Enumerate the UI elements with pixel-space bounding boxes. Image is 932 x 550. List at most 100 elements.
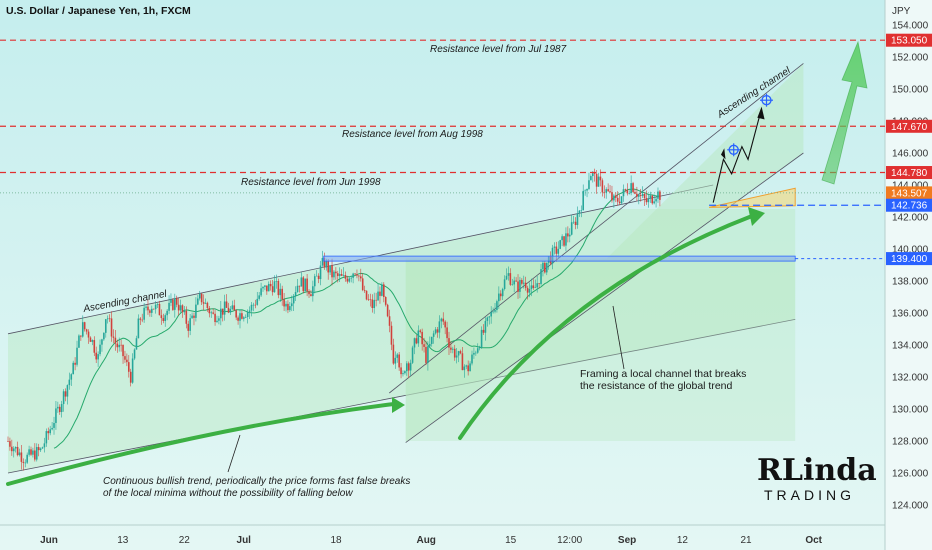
candle-body xyxy=(359,276,362,279)
currency-label: JPY xyxy=(892,6,911,17)
candle-body xyxy=(300,277,303,287)
candle-body xyxy=(141,319,144,321)
price-tick-label: 146.000 xyxy=(892,149,929,160)
candle xyxy=(336,270,339,283)
candle xyxy=(283,293,285,312)
candle-body xyxy=(616,197,619,202)
candle xyxy=(524,276,527,291)
candle xyxy=(588,172,590,191)
candle xyxy=(266,285,268,295)
price-tick-label: 140.000 xyxy=(892,245,929,256)
candle-body xyxy=(108,318,111,320)
candle-body xyxy=(156,303,159,305)
candle xyxy=(287,300,289,314)
candle xyxy=(476,343,479,354)
candle xyxy=(256,291,259,306)
price-badge-text: 147.670 xyxy=(891,122,928,133)
candle xyxy=(271,279,274,296)
candle-body xyxy=(41,447,44,449)
candle-body xyxy=(442,318,445,322)
candle xyxy=(141,313,144,323)
candle-body xyxy=(599,176,602,181)
candle-body xyxy=(101,339,103,345)
price-badge-bg xyxy=(886,186,932,200)
candle xyxy=(277,278,280,299)
candle xyxy=(419,329,422,334)
big-up-arrow xyxy=(821,40,868,185)
candle-body xyxy=(626,190,629,194)
candle xyxy=(212,308,214,315)
candle-body xyxy=(415,338,418,344)
candle-body xyxy=(221,308,224,315)
price-badge: 139.400 xyxy=(886,252,932,266)
candle-body xyxy=(375,299,377,301)
candle-body xyxy=(264,285,266,287)
candle xyxy=(519,276,521,299)
candle xyxy=(208,306,211,318)
candle-body xyxy=(557,248,560,254)
candle xyxy=(480,326,483,349)
price-badge-text: 143.507 xyxy=(891,188,928,199)
candle xyxy=(218,315,220,325)
price-tick-label: 126.000 xyxy=(892,469,929,480)
candle xyxy=(559,239,561,250)
target-crosshair-icon xyxy=(760,93,773,107)
candle-body xyxy=(151,308,153,313)
candle xyxy=(509,268,512,286)
time-tick-label: 18 xyxy=(330,535,342,546)
candle-body xyxy=(645,198,648,203)
candle xyxy=(237,315,239,325)
candle-body xyxy=(356,274,358,276)
candle xyxy=(597,172,600,187)
price-badges: 153.050 147.670 144.780 143.507 142.736 139.4… xyxy=(886,33,932,266)
candle xyxy=(398,352,400,371)
time-tick-label: 13 xyxy=(117,535,129,546)
candle xyxy=(197,294,199,306)
candle-body xyxy=(432,333,435,337)
candle-body xyxy=(275,281,278,282)
candle xyxy=(522,275,525,289)
candle-body xyxy=(396,354,399,358)
price-tick-label: 134.000 xyxy=(892,341,929,352)
candle xyxy=(486,316,489,327)
candle xyxy=(607,183,609,193)
candle-body xyxy=(187,323,190,331)
candle xyxy=(273,275,276,293)
candle xyxy=(179,299,182,313)
candle xyxy=(331,258,333,286)
candle xyxy=(568,228,571,243)
candle-body xyxy=(197,298,199,305)
candle-body xyxy=(51,427,53,430)
candle xyxy=(511,278,514,286)
candle xyxy=(254,299,257,309)
candle xyxy=(58,404,61,415)
candle-body xyxy=(603,192,606,194)
candle-body xyxy=(607,189,609,192)
candle-body xyxy=(578,210,581,214)
candle xyxy=(344,271,347,282)
candle-body xyxy=(427,346,429,363)
candle-body xyxy=(618,201,621,204)
candle xyxy=(214,309,216,326)
candle-body xyxy=(638,195,640,197)
candle xyxy=(32,447,34,458)
candle-body xyxy=(519,279,521,292)
candle-body xyxy=(122,344,124,357)
candle xyxy=(160,309,163,325)
candle xyxy=(145,305,147,311)
candle xyxy=(429,336,431,348)
candle xyxy=(473,347,475,359)
candle xyxy=(175,295,178,308)
time-tick-label: 12 xyxy=(677,535,689,546)
candle xyxy=(122,344,124,364)
candle xyxy=(636,186,638,202)
candle xyxy=(359,268,362,282)
candle xyxy=(496,299,498,313)
candle-body xyxy=(137,318,140,339)
candle-body xyxy=(252,304,255,306)
candle-body xyxy=(70,374,73,380)
candle xyxy=(515,277,517,283)
candle-body xyxy=(634,191,636,194)
candle xyxy=(300,272,303,287)
